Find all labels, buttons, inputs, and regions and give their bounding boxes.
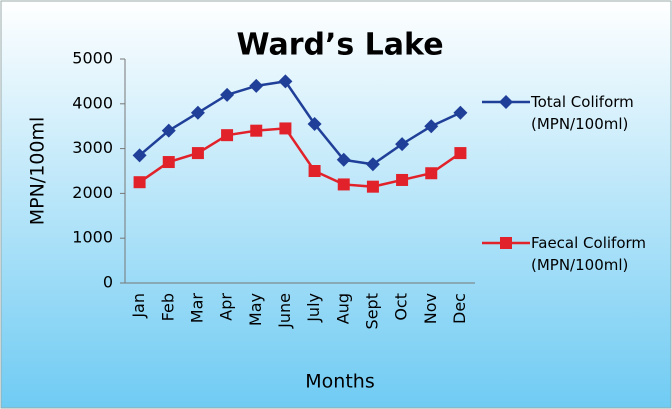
x-axis-label: Months (305, 371, 374, 393)
legend-marker (500, 237, 512, 249)
marker (454, 147, 467, 160)
y-axis-label: MPN/100ml (27, 117, 49, 226)
x-tick-label: Aug (333, 293, 352, 324)
marker (365, 157, 380, 172)
y-tick-label: 1000 (72, 228, 113, 247)
x-tick-label: July (304, 293, 323, 323)
marker (308, 165, 321, 177)
x-tick-label: Apr (217, 293, 236, 321)
marker (249, 78, 264, 93)
marker (336, 152, 351, 167)
x-tick-label: Feb (158, 293, 177, 321)
x-tick-label: Oct (392, 293, 411, 321)
marker (366, 180, 379, 193)
x-tick-label: Nov (421, 293, 440, 324)
x-tick-label: June (275, 293, 294, 329)
marker (161, 123, 176, 138)
legend-label: Total Coliform (MPN/100ml) (531, 93, 634, 133)
marker (133, 176, 146, 189)
marker (250, 124, 263, 137)
marker (396, 173, 409, 186)
x-tick-label: Jan (129, 293, 148, 319)
series-line (138, 80, 461, 166)
marker (425, 167, 438, 180)
y-tick-label: 2000 (72, 183, 113, 202)
marker (162, 156, 175, 169)
marker (279, 122, 292, 135)
y-tick-label: 5000 (72, 49, 113, 68)
marker (132, 148, 147, 163)
y-tick-label: 0 (103, 273, 113, 292)
marker (190, 105, 205, 120)
marker (453, 105, 468, 120)
y-tick-label: 4000 (72, 93, 113, 112)
marker (337, 178, 350, 191)
x-tick-label: Mar (187, 293, 206, 324)
x-tick-label: May (246, 293, 265, 326)
x-tick-label: Dec (450, 293, 469, 324)
marker (307, 116, 322, 131)
marker (424, 119, 439, 134)
marker (191, 147, 204, 160)
marker (221, 129, 234, 142)
x-tick-label: Sept (362, 293, 381, 329)
chart-title: Ward’s Lake (236, 28, 443, 63)
marker (278, 74, 293, 89)
marker (395, 137, 410, 152)
y-tick-label: 3000 (72, 138, 113, 157)
legend-marker (499, 95, 513, 109)
legend-label: Faecal Coliform (MPN/100ml) (531, 234, 647, 274)
marker (220, 87, 235, 102)
